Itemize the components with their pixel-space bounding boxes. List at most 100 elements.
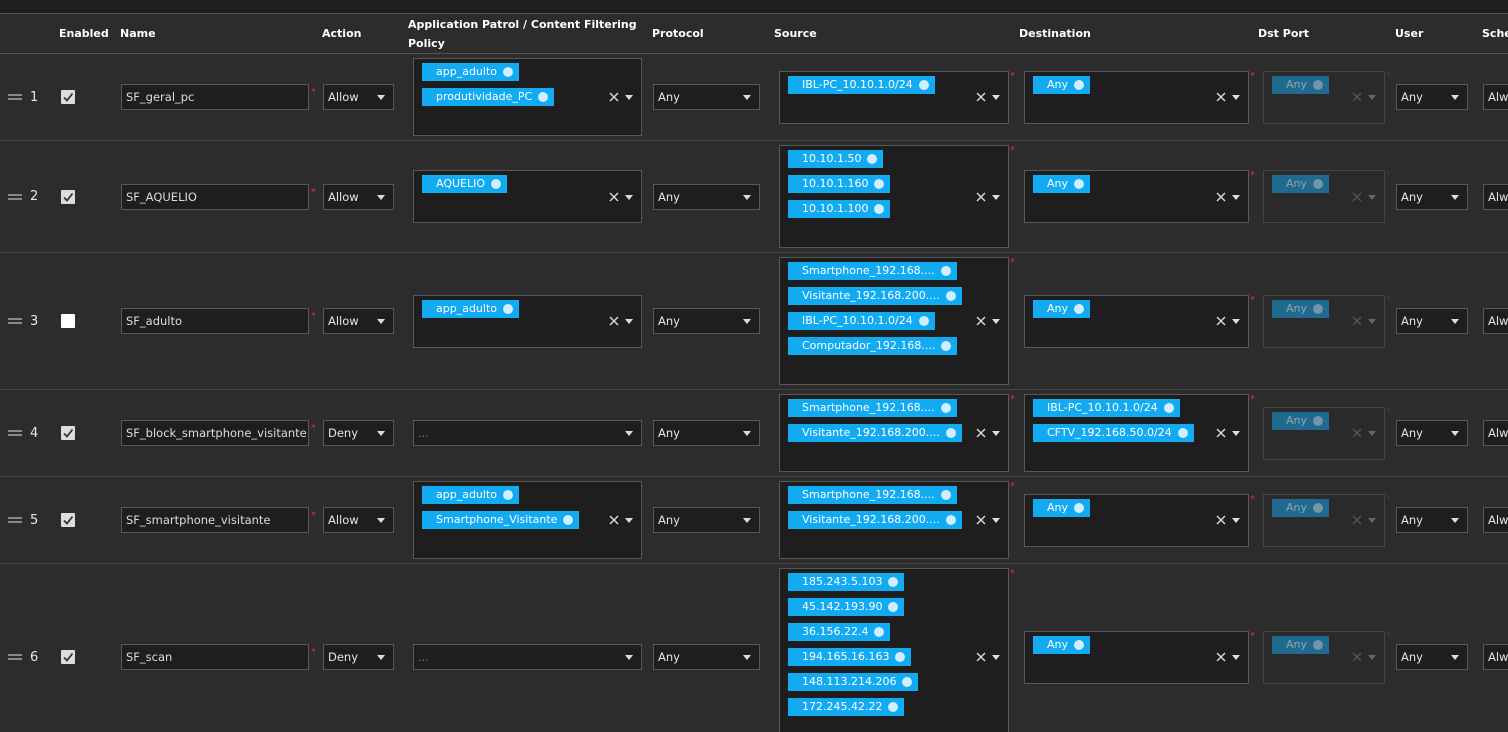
tag[interactable]: 148.113.214.206 <box>788 673 919 691</box>
tag-remove[interactable] <box>895 652 906 662</box>
dropdown[interactable]: Any <box>1396 308 1468 334</box>
clear-button[interactable] <box>1352 652 1362 662</box>
clear-button[interactable] <box>976 652 986 662</box>
name-input[interactable]: SF_geral_pc <box>121 84 309 110</box>
tag[interactable]: Any <box>1033 635 1091 654</box>
multi-select[interactable]: Any <box>1024 493 1249 547</box>
clear-button[interactable] <box>1352 428 1362 438</box>
clear-button[interactable] <box>1352 316 1362 326</box>
tag[interactable]: Any <box>1272 498 1330 517</box>
tag-remove[interactable] <box>918 79 929 90</box>
multi-select[interactable]: IBL-PC_10.10.1.0/24 <box>779 70 1009 124</box>
tag[interactable]: Any <box>1272 635 1330 654</box>
tag[interactable]: Any <box>1033 175 1091 193</box>
tag-remove[interactable] <box>945 428 956 438</box>
column-header[interactable]: Destination <box>1019 27 1091 40</box>
multi-select[interactable]: Smartphone_192.168.... Visitante_192.168.… <box>779 481 1009 559</box>
enable-checkbox[interactable] <box>61 513 75 527</box>
multi-select[interactable]: 10.10.1.50 10.10.1.160 10.10.1.100 <box>779 145 1009 248</box>
dropdown[interactable]: Deny <box>323 644 394 670</box>
tag-remove[interactable] <box>940 403 951 413</box>
tag-remove[interactable] <box>888 577 899 587</box>
tag[interactable]: Smartphone_192.168.... <box>788 486 957 504</box>
tag-remove[interactable] <box>1163 403 1174 413</box>
clear-button[interactable] <box>1216 192 1226 202</box>
column-header[interactable]: Name <box>120 27 156 40</box>
dropdown[interactable]: Any <box>653 308 760 334</box>
dropdown[interactable]: Any <box>653 507 760 533</box>
clear-button[interactable] <box>1352 92 1362 102</box>
dropdown[interactable]: ... <box>413 420 642 446</box>
tag-remove[interactable] <box>874 204 885 214</box>
multi-select[interactable]: AQUELIO <box>413 170 642 223</box>
tag[interactable]: IBL-PC_10.10.1.0/24 <box>1033 399 1180 417</box>
tag-remove[interactable] <box>888 602 899 612</box>
dropdown[interactable]: Any <box>653 420 760 446</box>
tag[interactable]: Smartphone_Visitante <box>422 511 580 529</box>
clear-button[interactable] <box>1352 192 1362 202</box>
dropdown[interactable]: Any <box>1396 644 1468 670</box>
clear-button[interactable] <box>1216 316 1226 326</box>
tag-remove[interactable] <box>503 303 513 314</box>
multi-select[interactable]: IBL-PC_10.10.1.0/24 CFTV_192.168.50.0/24 <box>1024 394 1249 472</box>
multi-select[interactable]: Any <box>1263 294 1385 348</box>
tag-remove[interactable] <box>1074 303 1085 314</box>
clear-button[interactable] <box>609 515 619 525</box>
enable-checkbox[interactable] <box>61 650 75 664</box>
tag-remove[interactable] <box>503 67 513 77</box>
dropdown[interactable]: Allow <box>323 507 394 533</box>
tag-remove[interactable] <box>1313 639 1324 650</box>
tag-remove[interactable] <box>941 341 952 351</box>
tag-remove[interactable] <box>1313 415 1324 426</box>
dropdown[interactable]: Any <box>653 84 760 110</box>
clear-button[interactable] <box>976 428 986 438</box>
tag[interactable]: Visitante_192.168.200.... <box>788 511 962 529</box>
tag-remove[interactable] <box>874 179 885 189</box>
tag[interactable]: Any <box>1033 498 1091 517</box>
multi-select[interactable]: Any <box>1263 493 1385 547</box>
clear-button[interactable] <box>1352 515 1362 525</box>
tag[interactable]: Any <box>1272 175 1330 193</box>
clear-button[interactable] <box>609 92 619 102</box>
dropdown[interactable]: Alw <box>1483 308 1508 334</box>
name-input[interactable]: SF_smartphone_visitante <box>121 507 309 533</box>
column-header[interactable]: User <box>1395 27 1424 40</box>
dropdown[interactable]: Any <box>1396 183 1468 210</box>
clear-button[interactable] <box>976 92 986 102</box>
multi-select[interactable]: app_adulto produtividade_PC <box>413 58 642 136</box>
tag-remove[interactable] <box>538 92 549 102</box>
dropdown[interactable]: Alw <box>1483 420 1508 446</box>
tag-remove[interactable] <box>491 179 502 189</box>
tag[interactable]: 36.156.22.4 <box>788 623 891 641</box>
tag[interactable]: IBL-PC_10.10.1.0/24 <box>788 312 935 330</box>
name-input[interactable]: SF_scan <box>121 644 309 670</box>
tag[interactable]: 172.245.42.22 <box>788 698 905 716</box>
drag-handle[interactable] <box>8 318 22 324</box>
column-header[interactable]: Source <box>774 27 817 40</box>
clear-button[interactable] <box>976 515 986 525</box>
column-header[interactable]: Action <box>322 27 362 40</box>
clear-button[interactable] <box>1216 652 1226 662</box>
tag[interactable]: 194.165.16.163 <box>788 648 912 666</box>
dropdown[interactable]: Alw <box>1483 644 1508 670</box>
tag-remove[interactable] <box>1177 428 1188 438</box>
multi-select[interactable]: Any <box>1024 70 1249 124</box>
dropdown[interactable]: Any <box>1396 84 1468 110</box>
tag-remove[interactable] <box>945 291 956 301</box>
multi-select[interactable]: Any <box>1024 630 1249 684</box>
tag-remove[interactable] <box>1313 179 1324 189</box>
tag[interactable]: 10.10.1.100 <box>788 200 891 218</box>
dropdown[interactable]: Alw <box>1483 183 1508 210</box>
column-header[interactable]: Protocol <box>652 27 704 40</box>
tag-remove[interactable] <box>503 490 513 500</box>
tag[interactable]: Visitante_192.168.200.... <box>788 424 962 442</box>
multi-select[interactable]: Smartphone_192.168.... Visitante_192.168.… <box>779 257 1009 385</box>
tag[interactable]: Any <box>1033 299 1091 318</box>
dropdown[interactable]: Deny <box>323 420 394 446</box>
tag-remove[interactable] <box>1074 502 1085 513</box>
clear-button[interactable] <box>1216 515 1226 525</box>
tag[interactable]: Any <box>1272 411 1330 430</box>
tag[interactable]: AQUELIO <box>422 175 508 193</box>
dropdown[interactable]: Any <box>1396 507 1468 533</box>
tag[interactable]: Any <box>1033 75 1091 94</box>
